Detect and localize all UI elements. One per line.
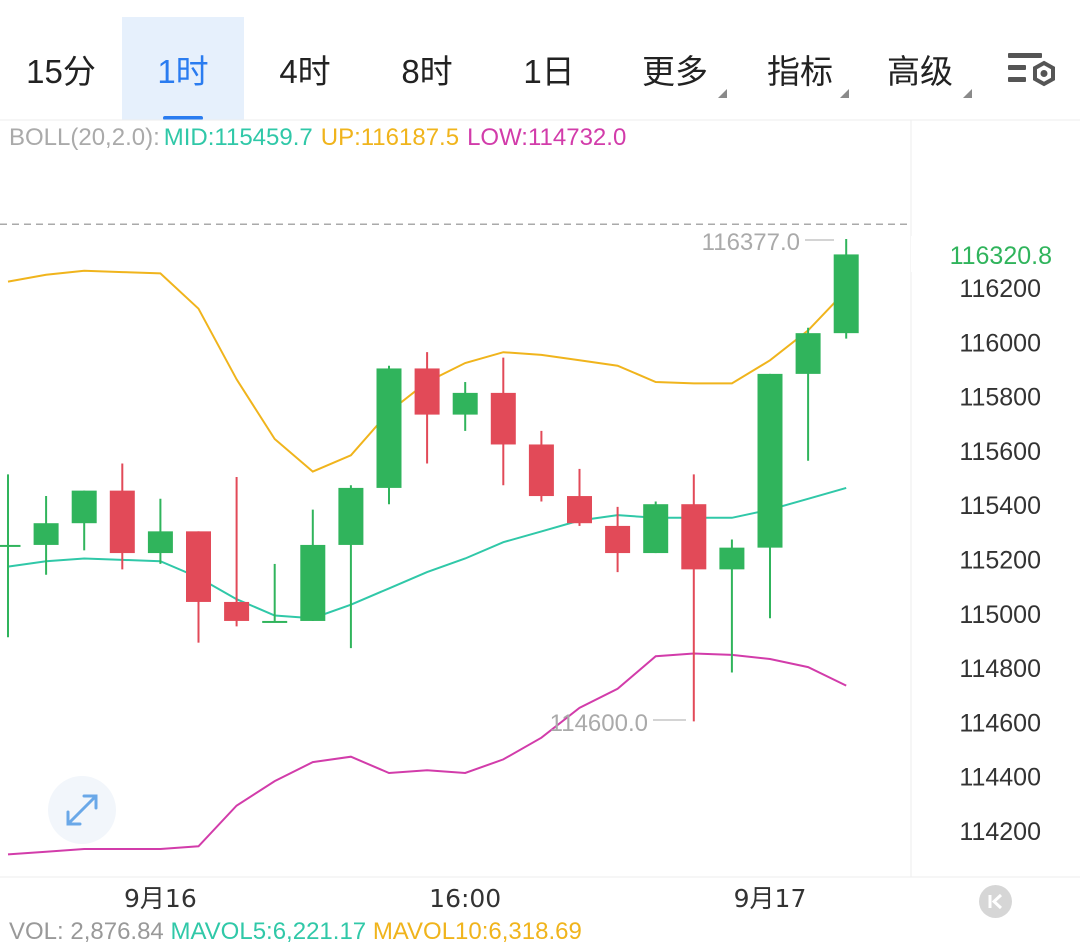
tab-label: 1时 (157, 52, 209, 90)
y-tick-label: 115800 (959, 384, 1041, 412)
candle-up (757, 373, 783, 548)
active-tab-indicator (163, 116, 203, 120)
volume-legend: VOL: 2,876.84 MAVOL5:6,221.17 MAVOL10:6,… (9, 918, 582, 946)
candle-down (224, 601, 250, 621)
boll-mid-line (7, 486, 847, 620)
boll-mid-value: MID:115459.7 (163, 124, 313, 151)
x-tick-label: 9月16 (124, 884, 197, 913)
x-tick-label: 9月17 (734, 884, 807, 913)
dropdown-caret-icon (963, 89, 972, 98)
tab-label: 8时 (401, 52, 453, 90)
candle-down (109, 490, 135, 554)
chart-settings-icon (1008, 52, 1055, 86)
candle-up (795, 333, 821, 374)
tab-1d[interactable]: 1日 (488, 17, 610, 120)
candle-up (833, 254, 859, 334)
boll-label: BOLL(20,2.0): (9, 124, 160, 151)
tab-4h[interactable]: 4时 (244, 17, 366, 120)
candle-down (681, 504, 707, 570)
high-price-annotation: 116377.0 (702, 229, 800, 256)
boll-legend: BOLL(20,2.0): MID:115459.7 UP:116187.5 LOW:… (9, 124, 634, 152)
y-tick-label: 114600 (959, 709, 1041, 737)
dropdown-caret-icon (718, 89, 727, 98)
candle-up (452, 392, 478, 415)
candle-up (33, 523, 59, 545)
boll-up-value: UP:116187.5 (320, 124, 460, 151)
y-tick-label: 116000 (959, 329, 1041, 357)
boll-lower-line (7, 652, 847, 856)
candle-up (71, 490, 97, 524)
x-tick-label: 16:00 (429, 884, 501, 913)
candle-up (719, 547, 745, 570)
tab-label: 更多 (642, 52, 708, 90)
tab-label: 高级 (887, 52, 953, 90)
y-tick-label: 115600 (959, 438, 1041, 466)
expand-icon (66, 794, 98, 826)
mavol5-value: MAVOL5:6,221.17 (170, 918, 367, 945)
tab-label: 指标 (767, 52, 833, 90)
tab-1h[interactable]: 1时 (122, 17, 244, 120)
tab-advanced-dropdown[interactable]: 高级 (860, 17, 980, 120)
y-tick-label: 115000 (959, 601, 1041, 629)
y-tick-label: 115400 (959, 492, 1041, 520)
candle-down (186, 531, 211, 602)
candle-up (147, 531, 173, 554)
scroll-end-icon (988, 893, 1003, 910)
interval-tabs: 15分 1时 4时 8时 1日 更多 指标 高级 (0, 0, 1080, 120)
tab-more-dropdown[interactable]: 更多 (610, 17, 740, 120)
boll-low-value: LOW:114732.0 (467, 124, 627, 151)
last-price-tag-bg (911, 236, 1080, 272)
tab-label: 4时 (279, 52, 331, 90)
tab-15m[interactable]: 15分 (0, 17, 122, 120)
mavol10-value: MAVOL10:6,318.69 (372, 918, 582, 945)
candle-down (567, 496, 592, 524)
candle-up (338, 487, 364, 545)
candle-down (528, 444, 554, 497)
last-price-label: 116320.8 (950, 242, 1052, 270)
y-tick-label: 116200 (959, 275, 1041, 303)
vol-value: VOL: 2,876.84 (9, 918, 164, 945)
candle-down (414, 368, 440, 415)
chart-settings-button[interactable] (992, 17, 1072, 120)
candle-up (0, 544, 21, 547)
candle-up (643, 504, 669, 554)
candle-up (262, 620, 288, 623)
candle-up (300, 544, 326, 621)
y-tick-label: 114200 (959, 818, 1041, 846)
tab-indicators-dropdown[interactable]: 指标 (740, 17, 860, 120)
tab-label: 1日 (523, 52, 575, 90)
y-tick-label: 114400 (959, 764, 1041, 792)
candle-down (490, 392, 516, 445)
y-tick-label: 114800 (959, 655, 1041, 683)
y-tick-label: 115200 (959, 547, 1041, 575)
tab-label: 15分 (26, 52, 96, 90)
tab-8h[interactable]: 8时 (366, 17, 488, 120)
low-price-annotation: 114600.0 (550, 710, 648, 737)
fullscreen-button[interactable] (48, 776, 116, 844)
candle-down (605, 525, 631, 554)
candle-up (376, 368, 402, 488)
scroll-to-latest-button[interactable] (979, 885, 1012, 918)
dropdown-caret-icon (840, 89, 849, 98)
